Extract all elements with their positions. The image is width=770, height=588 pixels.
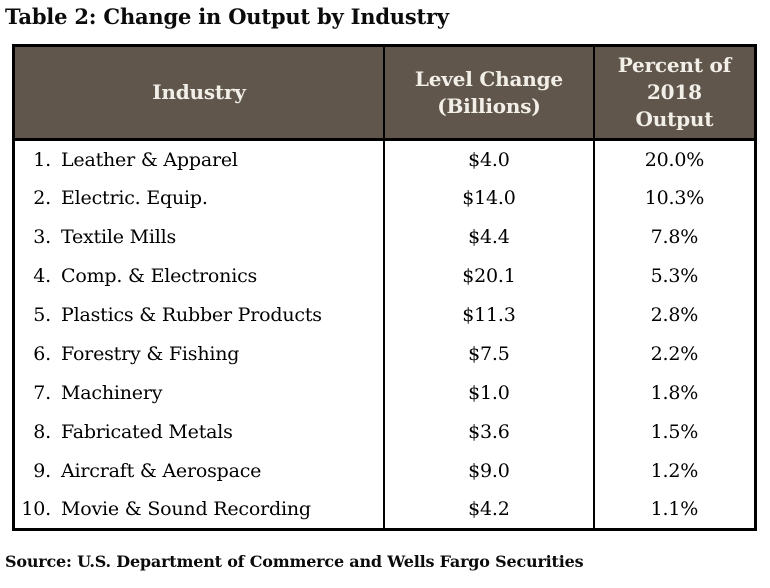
industry-cell: 2. Electric. Equip. bbox=[12, 178, 385, 218]
source-note: Source: U.S. Department of Commerce and … bbox=[5, 552, 584, 571]
industry-name: Movie & Sound Recording bbox=[61, 498, 311, 521]
figure-title: Table 2: Change in Output by Industry bbox=[5, 4, 449, 29]
percent-cell: 1.2% bbox=[592, 451, 757, 491]
table-header: Industry Level Change (Billions) Percent… bbox=[12, 45, 757, 141]
industry-name: Machinery bbox=[61, 382, 163, 404]
percent-cell: 5.3% bbox=[592, 256, 757, 296]
table-row: 2. Electric. Equip. $14.0 10.3% bbox=[12, 178, 757, 218]
level-change-cell: $7.5 bbox=[382, 334, 595, 374]
percent-cell: 2.2% bbox=[592, 334, 757, 374]
level-change-cell: $4.4 bbox=[382, 217, 595, 257]
row-rank: 2. bbox=[33, 187, 51, 209]
percent-cell: 1.5% bbox=[592, 412, 757, 452]
industry-name: Comp. & Electronics bbox=[61, 265, 258, 287]
table-row: 6. Forestry & Fishing $7.5 2.2% bbox=[12, 334, 757, 374]
change-in-output-table: Industry Level Change (Billions) Percent… bbox=[12, 44, 757, 531]
industry-cell: 1. Leather & Apparel bbox=[12, 139, 385, 179]
level-change-cell: $9.0 bbox=[382, 451, 595, 491]
table-row: 9. Aircraft & Aerospace $9.0 1.2% bbox=[12, 451, 757, 491]
row-rank: 3. bbox=[33, 226, 51, 248]
row-rank: 10. bbox=[21, 498, 51, 521]
table-row: 3. Textile Mills $4.4 7.8% bbox=[12, 217, 757, 257]
level-change-cell: $4.2 bbox=[382, 490, 595, 530]
percent-cell: 7.8% bbox=[592, 217, 757, 257]
row-rank: 8. bbox=[33, 421, 51, 443]
header-row: Industry Level Change (Billions) Percent… bbox=[12, 45, 757, 141]
table-row: 8. Fabricated Metals $3.6 1.5% bbox=[12, 412, 757, 452]
level-change-cell: $1.0 bbox=[382, 373, 595, 413]
percent-cell: 10.3% bbox=[592, 178, 757, 218]
table-row: 1. Leather & Apparel $4.0 20.0% bbox=[12, 139, 757, 179]
row-rank: 7. bbox=[33, 382, 51, 404]
percent-cell: 2.8% bbox=[592, 295, 757, 335]
level-change-cell: $20.1 bbox=[382, 256, 595, 296]
industry-name: Forestry & Fishing bbox=[61, 343, 240, 365]
row-rank: 5. bbox=[33, 304, 51, 326]
row-rank: 4. bbox=[33, 265, 51, 287]
level-change-cell: $14.0 bbox=[382, 178, 595, 218]
level-change-cell: $4.0 bbox=[382, 139, 595, 179]
table-body: 1. Leather & Apparel $4.0 20.0% 2. Electri… bbox=[12, 139, 757, 530]
table-row: 5. Plastics & Rubber Products $11.3 2.8% bbox=[12, 295, 757, 335]
percent-cell: 20.0% bbox=[592, 139, 757, 179]
industry-name: Plastics & Rubber Products bbox=[61, 304, 322, 326]
row-rank: 1. bbox=[33, 148, 51, 171]
industry-name: Leather & Apparel bbox=[61, 148, 238, 171]
percent-cell: 1.1% bbox=[592, 490, 757, 530]
col-header-level-change: Level Change (Billions) bbox=[382, 45, 595, 141]
row-rank: 6. bbox=[33, 343, 51, 365]
industry-cell: 10. Movie & Sound Recording bbox=[12, 490, 385, 530]
level-change-cell: $3.6 bbox=[382, 412, 595, 452]
industry-cell: 6. Forestry & Fishing bbox=[12, 334, 385, 374]
industry-name: Fabricated Metals bbox=[61, 421, 233, 443]
industry-name: Aircraft & Aerospace bbox=[61, 460, 262, 482]
industry-cell: 3. Textile Mills bbox=[12, 217, 385, 257]
industry-name: Electric. Equip. bbox=[61, 187, 208, 209]
col-header-percent-output: Percent of 2018 Output bbox=[592, 45, 757, 141]
industry-cell: 8. Fabricated Metals bbox=[12, 412, 385, 452]
industry-cell: 5. Plastics & Rubber Products bbox=[12, 295, 385, 335]
table-row: 7. Machinery $1.0 1.8% bbox=[12, 373, 757, 413]
industry-name: Textile Mills bbox=[61, 226, 177, 248]
table-row: 10. Movie & Sound Recording $4.2 1.1% bbox=[12, 490, 757, 530]
industry-cell: 4. Comp. & Electronics bbox=[12, 256, 385, 296]
industry-cell: 9. Aircraft & Aerospace bbox=[12, 451, 385, 491]
col-header-industry: Industry bbox=[12, 45, 385, 141]
percent-cell: 1.8% bbox=[592, 373, 757, 413]
row-rank: 9. bbox=[33, 460, 51, 482]
level-change-cell: $11.3 bbox=[382, 295, 595, 335]
industry-cell: 7. Machinery bbox=[12, 373, 385, 413]
table-row: 4. Comp. & Electronics $20.1 5.3% bbox=[12, 256, 757, 296]
